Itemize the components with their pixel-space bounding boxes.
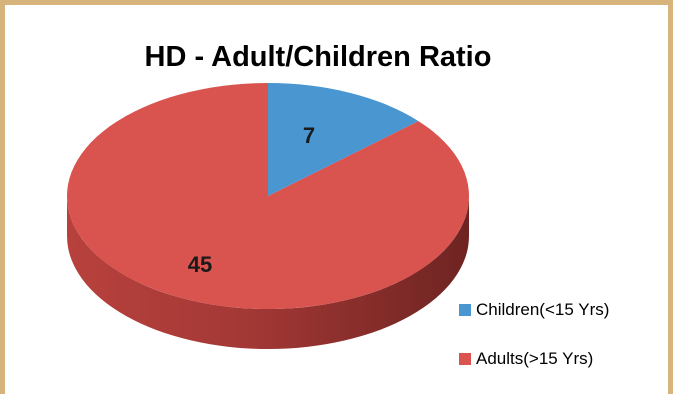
legend-label-1: Adults(>15 Yrs) [476,349,593,368]
pie-slice-1 [66,83,469,309]
pie-labels: 7 45 [188,123,315,277]
data-label-1: 45 [188,252,212,277]
pie-side-wall [67,196,469,349]
legend-swatch-0 [459,304,471,316]
legend: Children(<15 Yrs) Adults(>15 Yrs) [459,300,609,368]
legend-label-0: Children(<15 Yrs) [476,300,609,319]
chart-title: HD - Adult/Children Ratio [145,41,492,73]
pie-top [66,83,469,309]
data-label-0: 7 [303,123,315,148]
pie-side [67,196,469,349]
legend-swatch-1 [459,353,471,365]
pie-slice-0 [268,83,419,196]
